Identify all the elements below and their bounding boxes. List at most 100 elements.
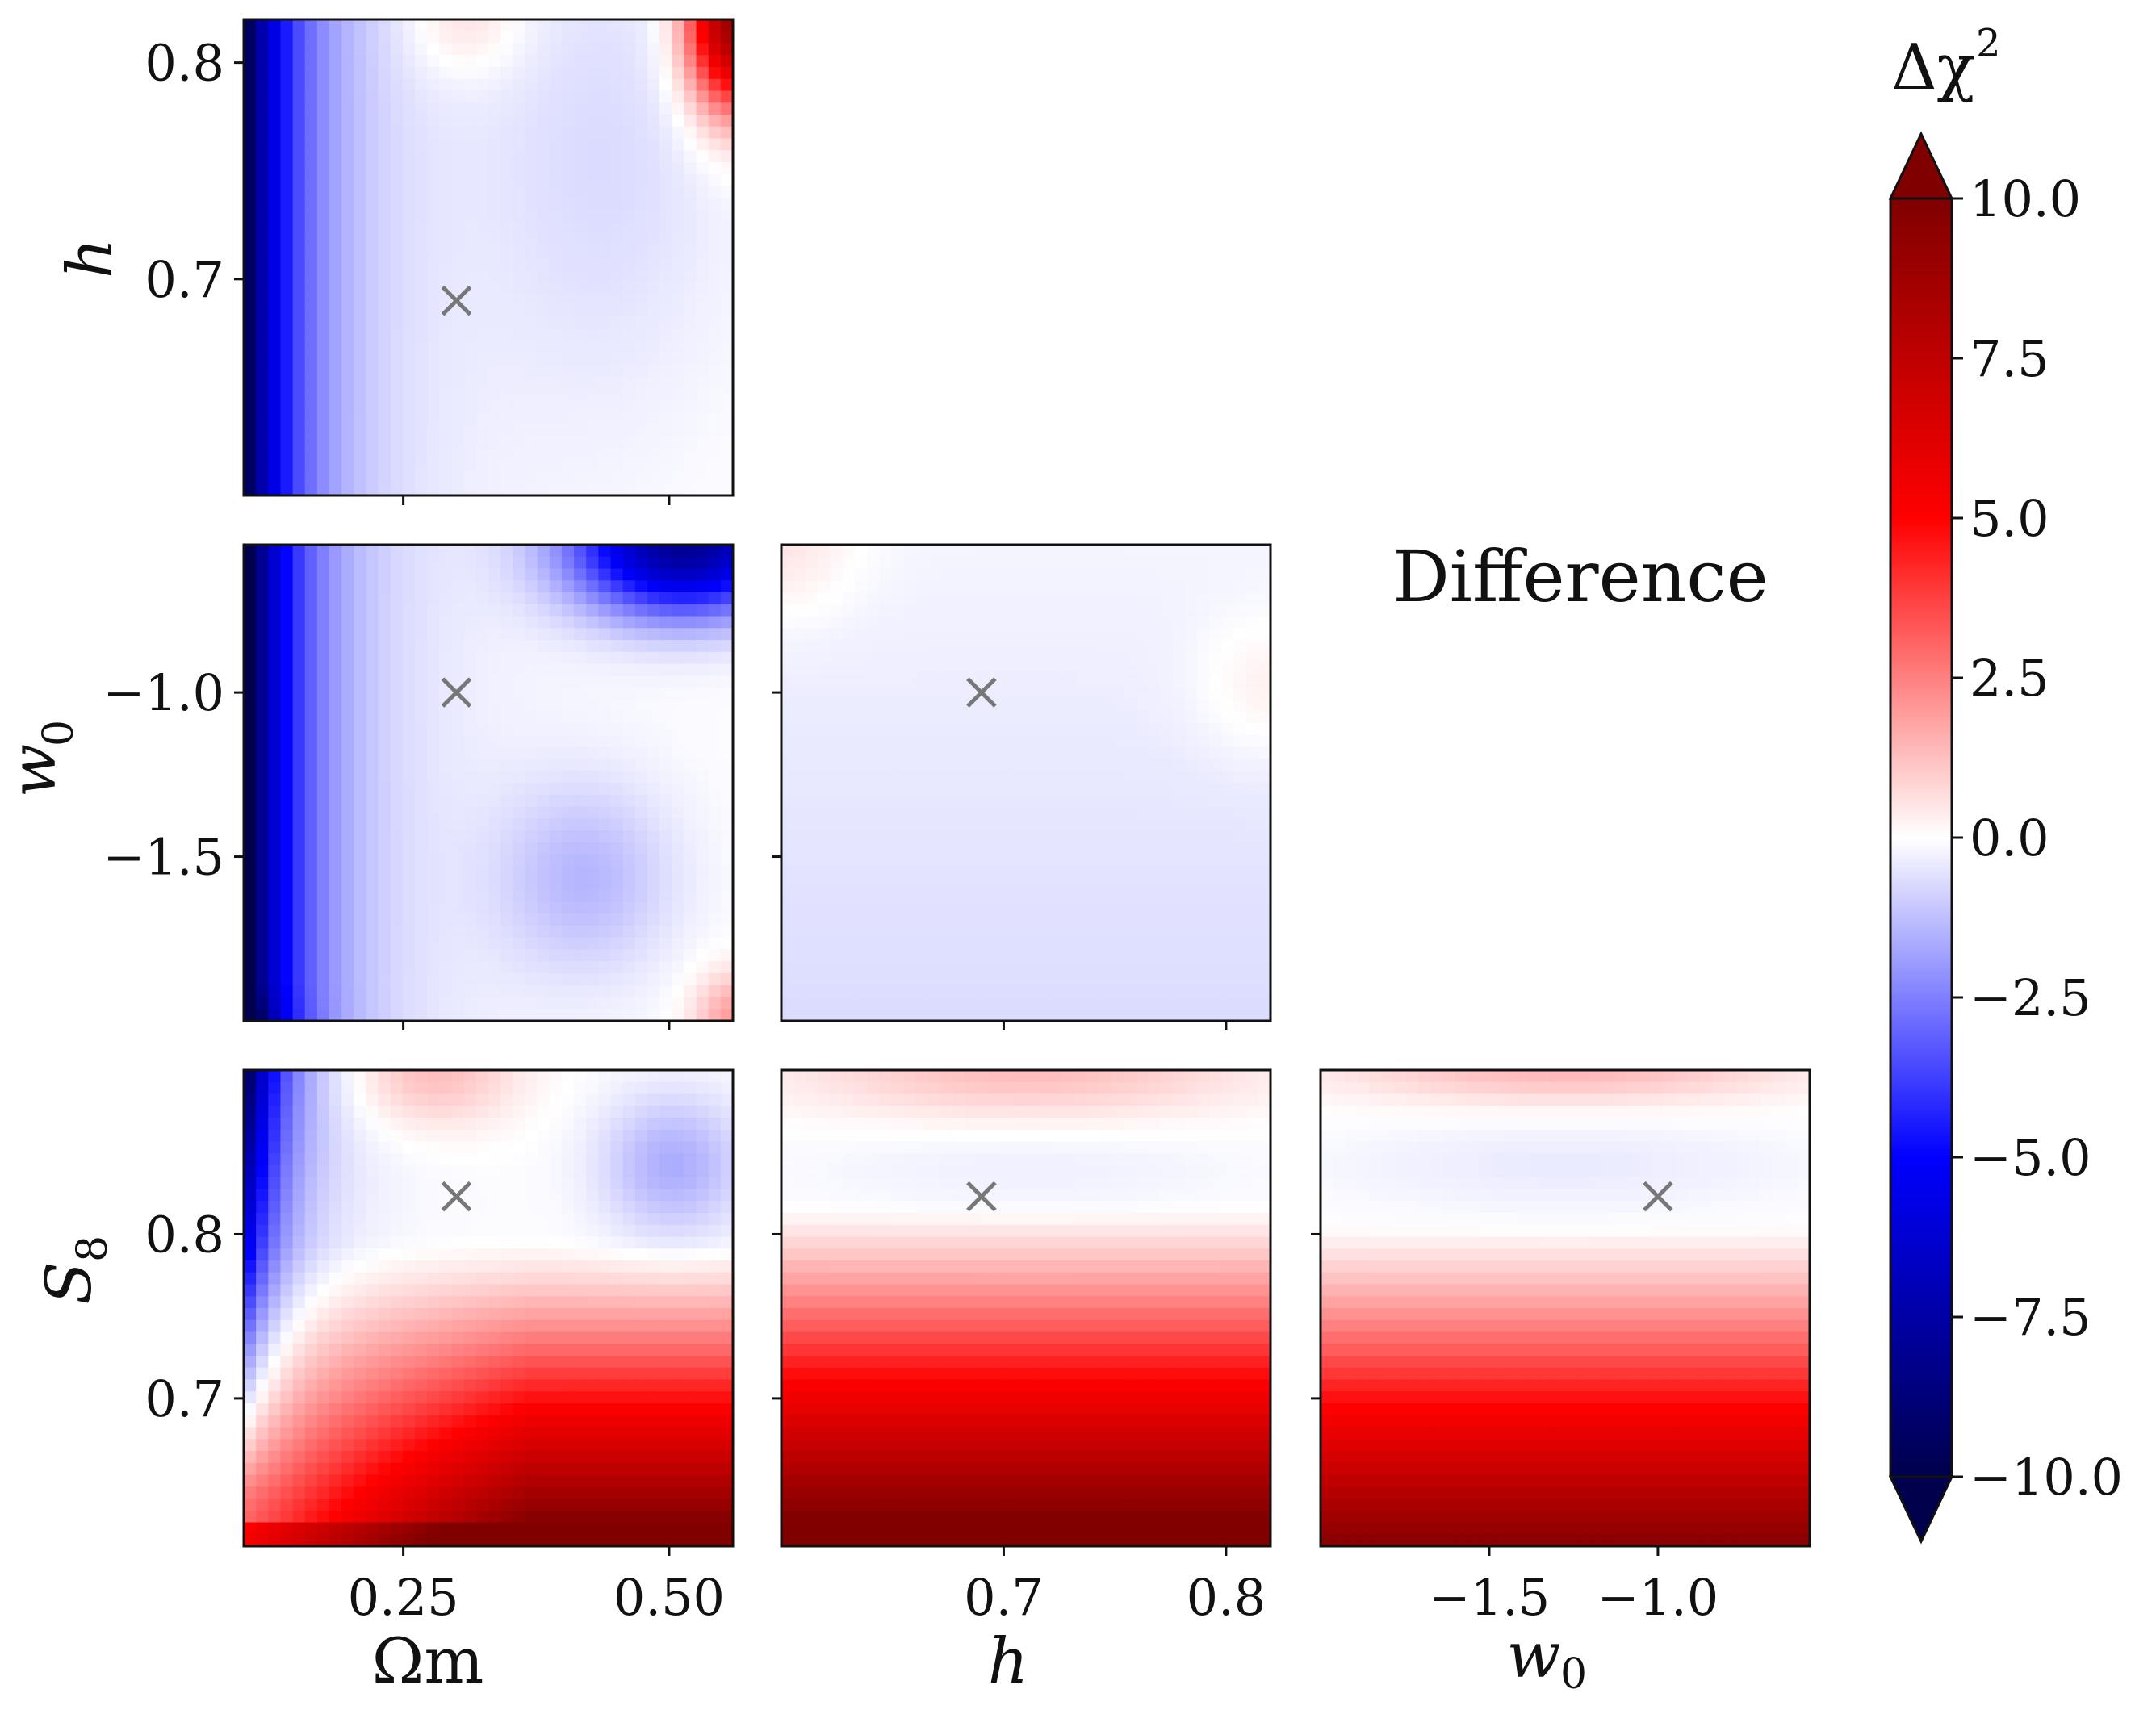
- heatmap-cell: [562, 652, 575, 664]
- heatmap-cell: [891, 640, 904, 652]
- heatmap-cell: [379, 902, 391, 914]
- heatmap-cell: [697, 783, 710, 795]
- heatmap-cell: [317, 842, 330, 855]
- heatmap-cell: [1246, 890, 1259, 902]
- heatmap-cell: [1149, 830, 1162, 842]
- heatmap-cell: [855, 628, 868, 640]
- heatmap-cell: [317, 557, 330, 569]
- heatmap-cell: [341, 795, 354, 807]
- heatmap-cell: [965, 973, 978, 985]
- heatmap-cell: [818, 759, 831, 771]
- heatmap-cell: [843, 878, 856, 890]
- heatmap-cell: [659, 866, 672, 878]
- heatmap-cell: [1173, 866, 1186, 878]
- heatmap-cell: [256, 341, 269, 353]
- heatmap-cell: [1111, 913, 1124, 926]
- heatmap-cell: [293, 234, 306, 246]
- heatmap-cell: [354, 580, 366, 592]
- heatmap-cell: [1124, 759, 1137, 771]
- heatmap-cell: [990, 569, 1003, 581]
- heatmap-cell: [513, 712, 525, 724]
- heatmap-cell: [647, 759, 660, 771]
- heatmap-cell: [427, 818, 440, 830]
- heatmap-cell: [244, 1451, 257, 1463]
- heatmap-cell: [855, 855, 868, 867]
- heatmap-cell: [709, 545, 722, 557]
- heatmap-cell: [268, 257, 281, 270]
- heatmap-cell: [709, 210, 722, 222]
- heatmap-cell: [659, 245, 672, 257]
- heatmap-cell: [1209, 818, 1222, 830]
- heatmap-cell: [818, 938, 831, 950]
- heatmap-cell: [879, 997, 892, 1010]
- heatmap-cell: [721, 44, 734, 56]
- heatmap-cell: [635, 878, 648, 890]
- heatmap-cell: [1014, 688, 1027, 700]
- heatmap-cell: [415, 675, 428, 688]
- heatmap-cell: [513, 545, 525, 557]
- heatmap-cell: [1209, 950, 1222, 962]
- heatmap-cell: [244, 1213, 257, 1225]
- heatmap-cell: [268, 483, 281, 495]
- heatmap-cell: [476, 317, 489, 329]
- heatmap-cell: [672, 735, 684, 747]
- heatmap-cell: [623, 830, 636, 842]
- heatmap-cell: [317, 162, 330, 174]
- heatmap-cell: [904, 735, 917, 747]
- heatmap-cell: [867, 807, 880, 819]
- heatmap-cell: [635, 400, 648, 412]
- heatmap-cell: [574, 985, 587, 997]
- heatmap-cell: [500, 890, 513, 902]
- heatmap-cell: [354, 700, 366, 712]
- heatmap-cell: [391, 688, 404, 700]
- heatmap-cell: [538, 688, 551, 700]
- heatmap-cell: [574, 913, 587, 926]
- heatmap-cell: [659, 890, 672, 902]
- heatmap-cell: [818, 592, 831, 604]
- heatmap-cell: [317, 400, 330, 412]
- heatmap-cell: [1136, 664, 1149, 676]
- heatmap-cell: [1050, 818, 1063, 830]
- heatmap-cell: [659, 652, 672, 664]
- heatmap-cell: [293, 1344, 306, 1356]
- heatmap-cell: [305, 747, 318, 759]
- heatmap-cell: [427, 688, 440, 700]
- heatmap-cell: [415, 842, 428, 855]
- heatmap-cell: [635, 628, 648, 640]
- heatmap-cell: [538, 723, 551, 735]
- heatmap-cell: [439, 652, 452, 664]
- heatmap-cell: [684, 664, 697, 676]
- heatmap-cell: [525, 675, 538, 688]
- heatmap-cell: [977, 592, 990, 604]
- heatmap-cell: [1234, 866, 1247, 878]
- heatmap-cell: [635, 317, 648, 329]
- heatmap-cell: [305, 902, 318, 914]
- heatmap-cell: [1221, 878, 1234, 890]
- heatmap-cell: [781, 890, 794, 902]
- heatmap-cell: [904, 795, 917, 807]
- heatmap-cell: [977, 913, 990, 926]
- heatmap-cell: [977, 938, 990, 950]
- heatmap-cell: [452, 162, 465, 174]
- heatmap-cell: [904, 985, 917, 997]
- heatmap-cell: [672, 79, 684, 91]
- heatmap-cell: [244, 973, 257, 985]
- heatmap-cell: [427, 186, 440, 199]
- heatmap-cell: [244, 1153, 257, 1165]
- heatmap-cell: [1026, 997, 1039, 1010]
- heatmap-cell: [891, 712, 904, 724]
- heatmap-cell: [329, 353, 342, 365]
- heatmap-cell: [611, 245, 624, 257]
- heatmap-cell: [611, 186, 624, 199]
- heatmap-cell: [891, 700, 904, 712]
- heatmap-cell: [1136, 628, 1149, 640]
- heatmap-cell: [427, 365, 440, 377]
- heatmap-cell: [256, 1118, 269, 1130]
- heatmap-cell: [1014, 926, 1027, 938]
- heatmap-cell: [329, 747, 342, 759]
- heatmap-cell: [379, 115, 391, 127]
- heatmap-cell: [538, 412, 551, 424]
- heatmap-cell: [659, 19, 672, 31]
- heatmap-cell: [1111, 926, 1124, 938]
- heatmap-cell: [818, 842, 831, 855]
